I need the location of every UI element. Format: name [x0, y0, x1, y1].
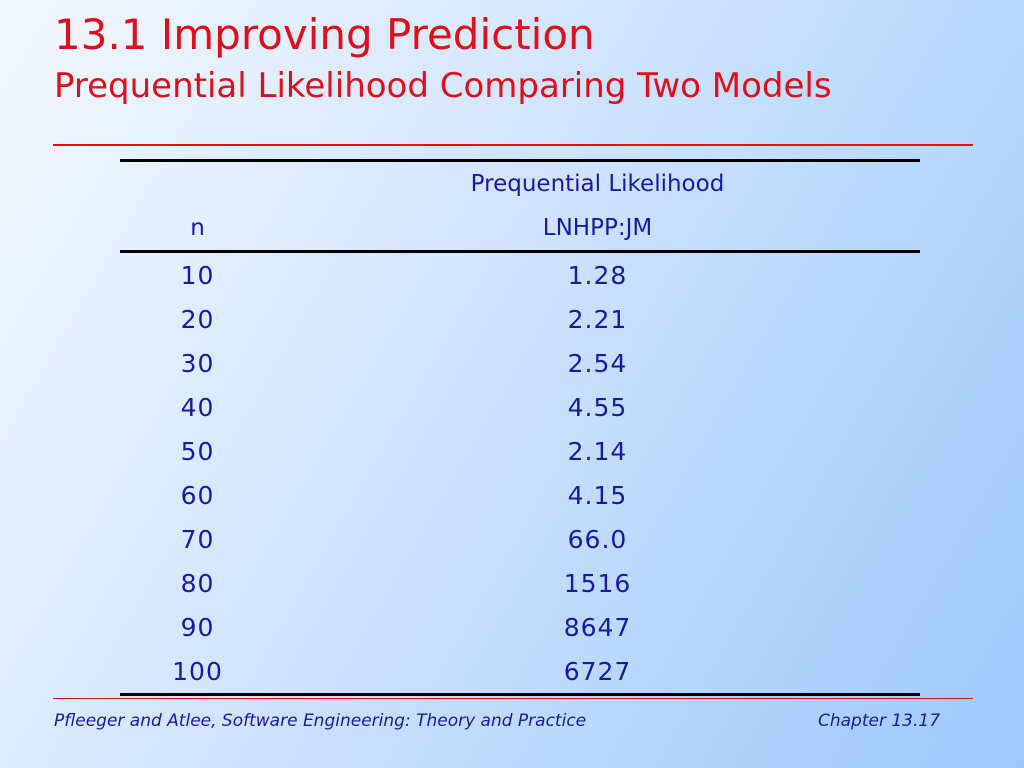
table-row: 20 2.21 — [120, 297, 920, 341]
table-row: 80 1516 — [120, 561, 920, 605]
cell-value: 8647 — [563, 612, 632, 642]
cell-value: 2.54 — [567, 348, 628, 378]
slide-subtitle: Prequential Likelihood Comparing Two Mod… — [54, 66, 832, 106]
cell-n: 40 — [180, 392, 215, 422]
footer-divider — [53, 698, 973, 699]
table-row: 50 2.14 — [120, 429, 920, 473]
table-row: 40 4.55 — [120, 385, 920, 429]
cell-n: 20 — [180, 304, 215, 334]
slide-title: 13.1 Improving Prediction — [54, 10, 595, 59]
table-row: 30 2.54 — [120, 341, 920, 385]
header-cell-empty — [120, 159, 275, 206]
cell-value: 2.21 — [567, 304, 628, 334]
cell-n: 70 — [180, 524, 215, 554]
header-cell-n: n — [120, 206, 275, 253]
cell-value: 1516 — [563, 568, 632, 598]
cell-n: 30 — [180, 348, 215, 378]
cell-n: 90 — [180, 612, 215, 642]
table-row: 100 6727 — [120, 649, 920, 696]
cell-n: 100 — [120, 649, 275, 696]
table-header-row-bottom: n LNHPP:JM — [120, 206, 920, 253]
header-cell-lnhpp-jm: LNHPP:JM — [275, 206, 920, 253]
title-divider — [53, 144, 973, 146]
cell-value: 1.28 — [567, 260, 628, 290]
prequential-likelihood-table: Prequential Likelihood n LNHPP:JM 10 1.2… — [120, 159, 920, 696]
cell-n: 10 — [180, 260, 215, 290]
header-cell-prequential-likelihood: Prequential Likelihood — [275, 159, 920, 206]
table-header-row-top: Prequential Likelihood — [120, 159, 920, 206]
cell-value: 6727 — [275, 649, 920, 696]
table-row: 90 8647 — [120, 605, 920, 649]
footer-chapter: Chapter 13.17 — [818, 711, 941, 731]
cell-value: 4.55 — [567, 392, 628, 422]
cell-n: 50 — [180, 436, 215, 466]
cell-value: 66.0 — [567, 524, 628, 554]
cell-n: 80 — [180, 568, 215, 598]
footer-citation: Pfleeger and Atlee, Software Engineering… — [54, 711, 587, 731]
table-row: 60 4.15 — [120, 473, 920, 517]
cell-n: 60 — [180, 480, 215, 510]
cell-value: 4.15 — [567, 480, 628, 510]
table-row: 10 1.28 — [120, 252, 920, 298]
cell-value: 2.14 — [567, 436, 628, 466]
table-row: 70 66.0 — [120, 517, 920, 561]
